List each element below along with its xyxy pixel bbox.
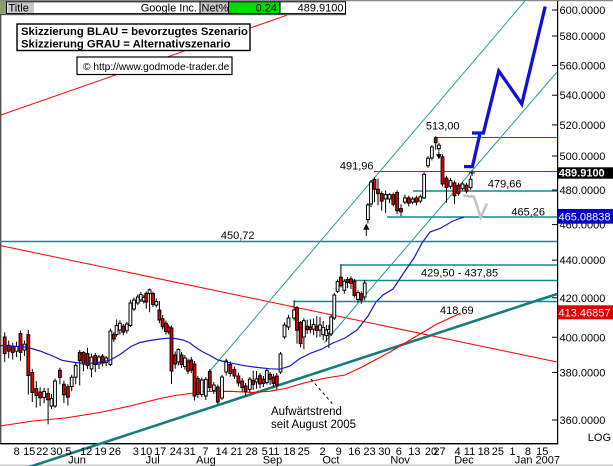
svg-text:Skizzierung GRAU = Alternativs: Skizzierung GRAU = Alternativszenario <box>21 39 231 51</box>
svg-text:3: 3 <box>133 446 139 458</box>
svg-text:Dec: Dec <box>454 455 474 466</box>
svg-text:Jan 2007: Jan 2007 <box>515 455 560 466</box>
svg-text:489.9100: 489.9100 <box>298 3 344 15</box>
svg-text:14: 14 <box>215 446 227 458</box>
svg-text:Jun: Jun <box>68 455 86 466</box>
svg-text:420.0000: 420.0000 <box>560 293 606 305</box>
svg-text:17: 17 <box>154 446 166 458</box>
svg-text:491,96: 491,96 <box>340 161 374 173</box>
svg-text:360.0000: 360.0000 <box>560 415 606 427</box>
svg-text:465.08838: 465.08838 <box>559 212 611 224</box>
svg-text:25: 25 <box>298 446 310 458</box>
svg-text:16: 16 <box>348 446 360 458</box>
svg-text:5: 5 <box>65 446 71 458</box>
svg-text:18: 18 <box>283 446 295 458</box>
svg-text:22: 22 <box>36 446 48 458</box>
svg-text:580.0000: 580.0000 <box>560 31 606 43</box>
svg-text:8: 8 <box>14 446 20 458</box>
svg-text:400.0000: 400.0000 <box>560 332 606 344</box>
svg-text:560.0000: 560.0000 <box>560 61 606 73</box>
svg-text:12: 12 <box>80 446 92 458</box>
svg-text:513,00: 513,00 <box>426 121 460 133</box>
svg-text:15: 15 <box>23 446 35 458</box>
svg-text:Google Inc.: Google Inc. <box>141 3 197 15</box>
svg-text:Aug: Aug <box>196 455 216 466</box>
svg-text:Sep: Sep <box>263 455 283 466</box>
svg-text:Aufwärtstrend: Aufwärtstrend <box>271 406 342 418</box>
svg-text:23: 23 <box>363 446 375 458</box>
svg-text:9: 9 <box>336 446 342 458</box>
svg-text:11: 11 <box>464 446 475 458</box>
svg-text:429,50 - 437,85: 429,50 - 437,85 <box>421 268 498 280</box>
svg-text:30: 30 <box>50 446 62 458</box>
svg-text:540.0000: 540.0000 <box>560 90 606 102</box>
svg-text:5: 5 <box>262 446 268 458</box>
svg-text:25: 25 <box>492 446 504 458</box>
svg-text:Title: Title <box>9 3 29 15</box>
svg-text:413.46857: 413.46857 <box>559 308 611 320</box>
svg-text:Nov: Nov <box>390 455 410 466</box>
svg-text:2: 2 <box>319 446 325 458</box>
svg-text:418,69: 418,69 <box>440 305 474 317</box>
svg-text:465,26: 465,26 <box>511 207 545 219</box>
svg-text:26: 26 <box>109 446 121 458</box>
svg-text:8: 8 <box>525 446 531 458</box>
svg-text:31: 31 <box>184 446 196 458</box>
svg-text:450,72: 450,72 <box>221 230 255 242</box>
svg-text:6: 6 <box>396 446 402 458</box>
svg-text:24: 24 <box>170 446 182 458</box>
svg-text:21: 21 <box>231 446 243 458</box>
svg-text:10: 10 <box>140 446 152 458</box>
svg-text:600.0000: 600.0000 <box>560 5 606 17</box>
svg-text:380.0000: 380.0000 <box>560 368 606 380</box>
svg-text:7: 7 <box>202 446 208 458</box>
svg-text:19: 19 <box>94 446 106 458</box>
svg-text:0.24: 0.24 <box>256 3 277 15</box>
svg-text:Skizzierung BLAU = bevorzugtes: Skizzierung BLAU = bevorzugtes Szenario <box>21 26 248 38</box>
svg-text:15: 15 <box>536 446 548 458</box>
svg-text:18: 18 <box>478 446 490 458</box>
svg-text:seit August 2005: seit August 2005 <box>271 419 356 431</box>
svg-text:4: 4 <box>454 446 460 458</box>
svg-text:13: 13 <box>408 446 420 458</box>
svg-text:500.0000: 500.0000 <box>560 151 606 163</box>
svg-text:Jul: Jul <box>146 455 160 466</box>
svg-text:30: 30 <box>378 446 390 458</box>
svg-text:489.9100: 489.9100 <box>559 168 605 180</box>
svg-text:LOG: LOG <box>588 432 611 444</box>
svg-text:© http://www.godmode-trader.de: © http://www.godmode-trader.de <box>83 62 230 73</box>
svg-text:Oct: Oct <box>322 455 339 466</box>
svg-text:480.0000: 480.0000 <box>560 185 606 197</box>
svg-text:11: 11 <box>268 446 279 458</box>
svg-text:440.0000: 440.0000 <box>560 255 606 267</box>
svg-text:27: 27 <box>433 446 445 458</box>
svg-text:520.0000: 520.0000 <box>560 120 606 132</box>
svg-text:479,66: 479,66 <box>488 179 522 191</box>
svg-text:20: 20 <box>425 446 437 458</box>
svg-text:1: 1 <box>509 446 515 458</box>
svg-text:Net%: Net% <box>202 3 229 15</box>
svg-text:28: 28 <box>245 446 257 458</box>
